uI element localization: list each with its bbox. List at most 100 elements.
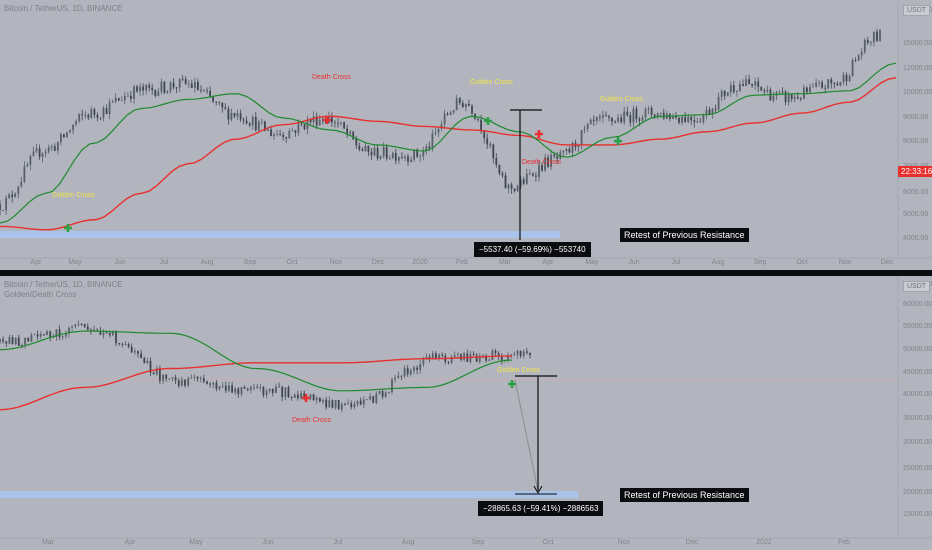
candle-body: [404, 156, 406, 158]
candle-body: [178, 78, 181, 88]
candle-body: [315, 116, 318, 126]
candle-body: [134, 351, 136, 353]
price-tick-label: 15000.00: [903, 40, 932, 47]
candle-body: [435, 353, 437, 359]
candle-body: [145, 85, 148, 91]
candle-body: [854, 60, 857, 61]
currency-tag[interactable]: USDT: [903, 5, 931, 16]
top-chart-svg[interactable]: Golden Cross Death Cross Golden Cross Death…: [0, 0, 932, 270]
candle-body: [352, 131, 355, 140]
candle-body: [184, 79, 187, 84]
golden-cross-label: Golden Cross: [600, 96, 643, 103]
death-cross-label: Death Cross: [312, 74, 351, 81]
candle-body: [441, 354, 444, 356]
candle-body: [347, 403, 349, 405]
candle-body: [626, 111, 629, 116]
candle-body: [115, 332, 117, 344]
candle-body: [519, 179, 522, 187]
candle-body: [778, 91, 781, 93]
candle-body: [742, 84, 744, 86]
candle-body: [285, 137, 288, 139]
candle-body: [385, 146, 388, 159]
death-cross-label: Death Cross: [292, 417, 331, 424]
candle-body: [206, 381, 208, 384]
candle-body: [151, 87, 154, 91]
candle-body: [378, 391, 381, 394]
candle-body: [200, 89, 202, 91]
candle-body: [75, 121, 77, 125]
support-zone: [0, 231, 560, 238]
top-chart-pane[interactable]: Golden Cross Death Cross Golden Cross Death…: [0, 0, 932, 270]
currency-tag[interactable]: USDT: [903, 281, 931, 292]
candle-body: [117, 98, 120, 101]
annotation-retest: Retest of Previous Resistance: [620, 488, 749, 502]
candle-body: [29, 156, 32, 165]
price-tick-label: 30000.00: [903, 439, 932, 446]
time-tick-label: Apr: [31, 259, 43, 266]
candle-body: [8, 194, 10, 199]
time-tick-label: Nov: [839, 259, 852, 266]
candle-body: [565, 148, 568, 151]
candle-body: [457, 354, 459, 356]
candle-body: [781, 91, 784, 93]
time-tick-label: Aug: [712, 259, 725, 266]
candle-body: [240, 387, 243, 394]
candle-body: [275, 386, 277, 393]
candle-body: [863, 39, 866, 52]
ma-200-line: [0, 355, 512, 411]
price-tick-label: 40000.00: [903, 391, 932, 398]
candle-body: [184, 379, 186, 386]
candle-body: [394, 153, 397, 161]
candle-body: [315, 397, 318, 401]
price-tick-label: 50000.00: [903, 346, 932, 353]
candle-body: [143, 358, 146, 364]
candle-body: [422, 151, 425, 157]
candle-body: [26, 164, 29, 167]
candle-body: [489, 144, 492, 146]
candle-body: [44, 151, 47, 154]
candle-body: [259, 387, 262, 388]
candle-body: [224, 107, 227, 109]
time-tick-label: Mar: [42, 539, 55, 546]
candle-body: [873, 31, 875, 43]
candle-body: [370, 151, 373, 156]
candle-body: [53, 146, 56, 151]
candle-body: [124, 344, 127, 345]
price-tick-label: 20000.00: [903, 489, 932, 496]
candle-body: [245, 120, 248, 124]
candle-body: [516, 351, 519, 355]
candle-body: [202, 378, 205, 382]
price-tag: 22:33:16: [898, 166, 932, 177]
candle-body: [766, 89, 769, 92]
candle-body: [58, 329, 61, 338]
candle-body: [90, 109, 93, 118]
candle-body: [237, 388, 240, 394]
candle-body: [190, 377, 193, 379]
candle-body: [127, 344, 130, 347]
pane-divider[interactable]: [0, 270, 932, 276]
candle-body: [32, 151, 35, 157]
candle-body: [163, 81, 166, 93]
candle-body: [440, 124, 443, 129]
candle-body: [287, 387, 290, 398]
candle-body: [455, 98, 458, 110]
legend-symbol: Bitcoin / TetherUS, 1D, BINANCE: [4, 4, 123, 13]
candle-body: [87, 114, 90, 118]
support-zone: [0, 491, 578, 498]
candle-body: [57, 142, 59, 151]
candle-body: [796, 96, 799, 99]
candle-body: [312, 394, 315, 401]
candle-body: [659, 112, 662, 114]
candle-body: [388, 157, 391, 159]
candle-body: [294, 130, 297, 133]
time-tick-label: Jun: [262, 539, 273, 546]
candle-body: [500, 355, 503, 361]
candle-body: [833, 83, 836, 85]
candle-body: [830, 79, 833, 84]
candle-body: [155, 368, 158, 375]
price-tick-label: 45000.00: [903, 369, 932, 376]
candle-body: [297, 123, 300, 133]
time-tick-label: Aug: [402, 539, 415, 546]
